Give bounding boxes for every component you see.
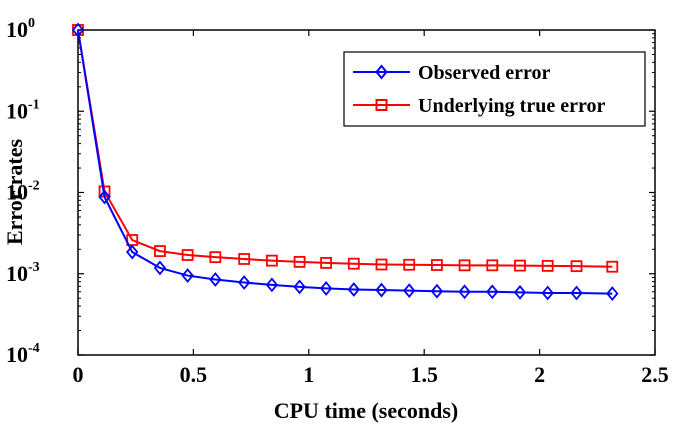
data-point <box>265 254 278 267</box>
legend: Observed error Underlying true error <box>343 51 646 127</box>
data-point <box>541 259 554 272</box>
data-point <box>319 281 333 296</box>
data-point <box>347 257 360 270</box>
data-point <box>570 260 583 273</box>
x-tick-label: 1 <box>303 362 314 387</box>
data-point <box>238 253 251 265</box>
data-point <box>606 260 619 273</box>
x-tick-label: 2 <box>534 362 545 387</box>
data-point <box>98 189 111 205</box>
data-point <box>181 268 194 283</box>
data-point <box>375 282 388 298</box>
y-axis-title: Error rates <box>2 139 27 246</box>
legend-box <box>343 51 646 127</box>
x-tick-label: 0.5 <box>180 362 208 387</box>
data-point <box>375 258 388 271</box>
data-point <box>430 259 443 271</box>
y-tick-label: 100 <box>6 16 35 42</box>
data-point <box>570 285 583 301</box>
series-true-error <box>72 24 619 273</box>
data-point <box>209 272 222 287</box>
data-point <box>265 277 279 293</box>
data-point <box>293 279 306 295</box>
data-point <box>541 285 554 301</box>
y-tick-label: 10-3 <box>6 260 40 286</box>
x-axis-title: CPU time (seconds) <box>274 398 459 423</box>
data-point <box>514 259 526 272</box>
series-observed-error <box>71 22 619 301</box>
legend-observed-label: Observed error <box>418 62 550 84</box>
legend-true-label: Underlying true error <box>418 95 605 117</box>
data-point <box>513 284 527 300</box>
x-tick-label: 1.5 <box>410 362 438 387</box>
data-point <box>154 245 166 258</box>
data-point <box>486 284 499 300</box>
data-point <box>347 282 360 297</box>
data-point <box>126 244 139 260</box>
x-tick-label: 0 <box>73 362 84 387</box>
data-point <box>403 258 416 271</box>
data-point <box>153 260 167 276</box>
data-point <box>293 255 306 268</box>
data-point <box>430 283 444 299</box>
legend-observed-marker <box>375 64 388 80</box>
data-point <box>71 22 85 38</box>
data-point <box>458 259 471 272</box>
data-point <box>458 284 471 300</box>
axis-ticks: 0 0.5 1 1.5 2 2.5 10-4 10-3 10-2 10-1 100 <box>6 16 669 387</box>
series-layer <box>71 22 619 301</box>
y-tick-label: 10-1 <box>6 97 40 123</box>
data-point <box>209 251 222 264</box>
data-point <box>403 283 416 299</box>
data-point <box>181 249 194 261</box>
y-tick-label: 10-4 <box>6 341 40 367</box>
legend-true-marker <box>375 99 388 111</box>
y-tick-label: 10-2 <box>6 179 40 205</box>
data-point <box>486 259 499 272</box>
data-point <box>320 256 333 269</box>
data-point <box>606 286 619 301</box>
x-tick-label: 2.5 <box>641 362 669 387</box>
data-point <box>238 275 251 290</box>
